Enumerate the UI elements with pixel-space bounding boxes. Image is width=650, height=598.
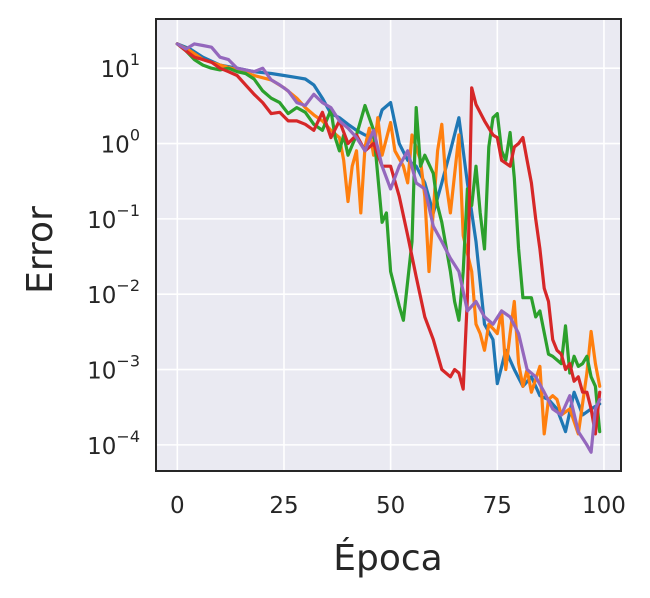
x-tick-label: 75: [483, 493, 512, 519]
series-line-5: [175, 42, 602, 454]
plot-frame: [155, 18, 622, 472]
y-tick-label: 10−3: [87, 352, 140, 385]
x-axis-label: Época: [333, 537, 442, 579]
y-axis-ticks: 10−4 10−3 10−2 10−1 100 101: [87, 50, 140, 460]
grid-lines: [156, 19, 621, 471]
series-line-4: [175, 42, 602, 436]
series-line-1: [175, 42, 602, 434]
y-tick-label: 100: [101, 126, 140, 159]
y-tick-label: 101: [101, 50, 140, 83]
x-tick-label: 100: [582, 493, 626, 519]
x-tick-label: 0: [170, 493, 185, 519]
y-tick-label: 10−4: [87, 427, 140, 460]
y-tick-label: 10−2: [87, 276, 140, 309]
x-tick-label: 25: [269, 493, 298, 519]
x-axis-ticks: 0 25 50 75 100: [170, 493, 626, 519]
y-axis-label: Error: [20, 206, 61, 294]
series-lines: [175, 42, 602, 454]
y-tick-label: 10−1: [87, 201, 140, 234]
x-tick-label: 50: [376, 493, 405, 519]
series-line-3: [175, 42, 602, 434]
